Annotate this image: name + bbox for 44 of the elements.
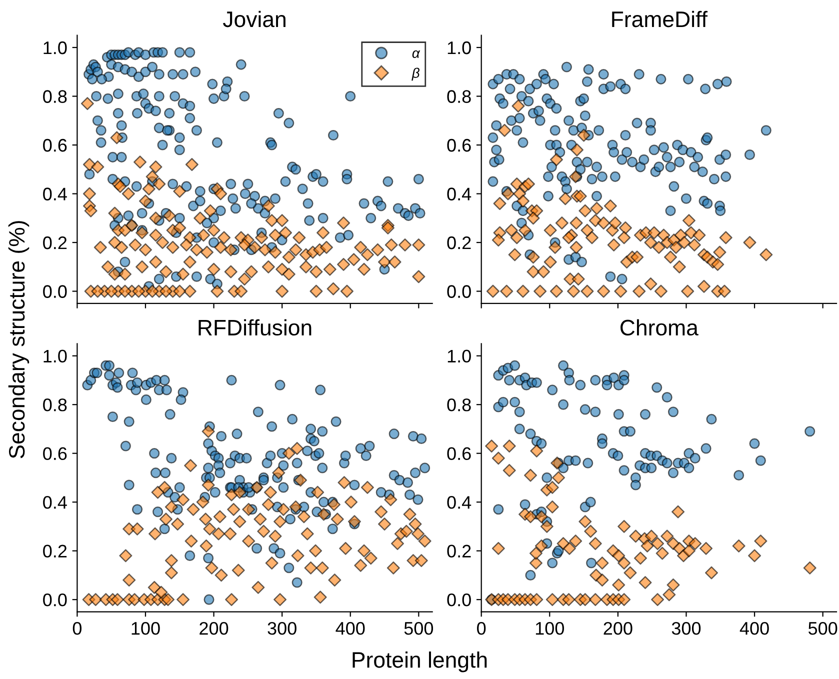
y-tick-label: 0.6	[447, 447, 471, 460]
chart-title: FrameDiff	[612, 10, 708, 28]
y-tick-label: 0.4	[447, 496, 472, 509]
x-tick-label: 0	[477, 622, 486, 635]
y-tick-label: 0.6	[447, 138, 471, 152]
y-tick-label: 1.0	[448, 41, 471, 54]
legend-label: β	[412, 68, 420, 81]
y-tick-label: 0.2	[43, 236, 67, 250]
y-tick-label: 0.2	[43, 544, 67, 558]
x-axis-title: Protein length	[352, 651, 487, 672]
y-tick-label: 0.8	[447, 398, 471, 412]
y-tick-label: 0.0	[43, 285, 67, 298]
y-tick-label: 0.6	[43, 447, 67, 460]
y-tick-label: 0.2	[447, 236, 471, 250]
x-tick-label: 100	[132, 622, 160, 635]
y-tick-label: 0.0	[447, 285, 471, 298]
y-tick-label: 1.0	[448, 350, 471, 363]
x-tick-label: 500	[808, 622, 838, 635]
x-tick-label: 200	[200, 622, 228, 635]
y-tick-label: 0.4	[43, 496, 67, 509]
x-tick-label: 400	[336, 622, 365, 635]
y-tick-label: 0.6	[43, 138, 67, 152]
x-tick-label: 300	[268, 622, 296, 635]
y-tick-label: 0.0	[43, 594, 67, 606]
legend-label: α	[412, 50, 420, 58]
y-tick-label: 0.2	[447, 544, 471, 558]
y-tick-label: 0.4	[43, 188, 67, 200]
y-tick-label: 0.8	[43, 398, 67, 412]
x-tick-label: 400	[740, 622, 769, 635]
y-tick-label: 0.4	[447, 188, 472, 200]
y-axis-title: Secondary structure (%)	[8, 221, 30, 458]
y-tick-label: 1.0	[44, 41, 67, 54]
chart-title: RFDiffusion	[198, 319, 312, 336]
chart-title: Jovian	[222, 10, 286, 28]
x-tick-label: 200	[604, 622, 632, 635]
y-tick-label: 0.8	[43, 90, 67, 103]
y-tick-label: 0.8	[447, 90, 471, 103]
x-tick-label: 300	[672, 622, 701, 635]
x-tick-label: 100	[536, 622, 564, 635]
x-tick-label: 500	[404, 622, 434, 635]
y-tick-label: 1.0	[44, 350, 67, 363]
x-tick-label: 0	[72, 622, 82, 635]
y-tick-label: 0.0	[447, 594, 471, 606]
chart-title: Chroma	[620, 319, 698, 336]
